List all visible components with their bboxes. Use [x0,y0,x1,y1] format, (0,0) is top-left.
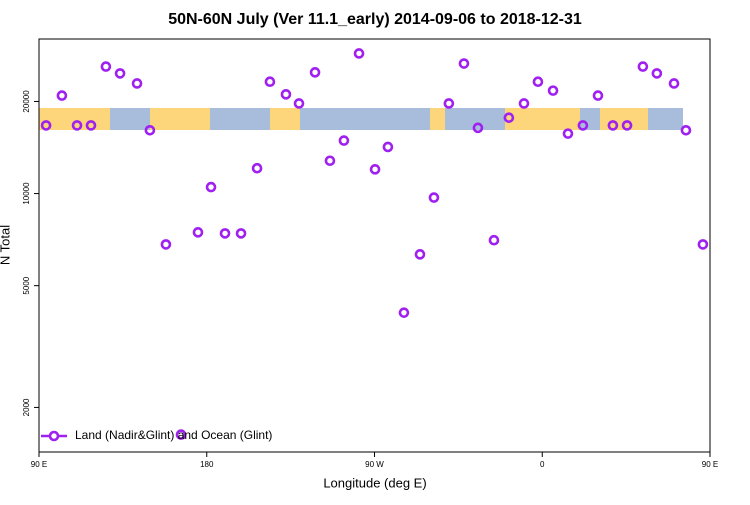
point [71,120,83,131]
point [651,68,663,79]
y-tick-label: 20000 [22,90,31,113]
point [680,124,692,136]
x-tick-label: 90 E [702,460,718,469]
point [56,90,68,101]
point [382,141,394,153]
point [219,228,231,239]
point [428,192,440,203]
ocean-band [648,108,683,130]
x-axis-label: Longitude (deg E) [323,475,426,490]
point [40,120,52,131]
ocean-band [445,108,505,130]
chart-title: 50N-60N July (Ver 11.1_early) 2014-09-06… [168,11,582,28]
point [398,307,410,318]
point [577,120,589,131]
point [488,234,500,246]
point [100,61,112,72]
legend-marker [48,430,60,442]
point [85,120,97,131]
point [160,239,172,250]
point [562,128,574,139]
point [607,120,619,131]
point [592,90,604,101]
point [547,85,559,96]
point [518,98,530,109]
point [621,120,633,131]
ocean-band [580,108,600,130]
ocean-band [300,108,430,130]
point [532,76,544,88]
y-axis-label: N Total [0,225,12,265]
y-tick-label: 2000 [22,398,31,416]
point [503,112,515,123]
point [114,68,126,79]
point [264,76,276,88]
ocean-band [110,108,150,130]
point [235,228,247,239]
point [192,227,204,238]
point [175,429,187,440]
point [414,249,426,260]
point [472,122,484,134]
point [668,78,680,89]
point [458,58,470,69]
point [637,61,649,72]
point [338,135,350,146]
ocean-band [210,108,270,130]
point [443,98,455,109]
x-tick-label: 0 [540,460,545,469]
point [144,124,156,136]
map-band [39,108,683,130]
point [309,67,321,78]
x-tick-label: 180 [200,460,214,469]
x-tick-label: 90 W [365,460,384,469]
point [369,164,381,175]
point [205,181,217,193]
y-tick-label: 10000 [22,182,31,205]
legend-label: Land (Nadir&Glint) and Ocean (Glint) [75,428,272,442]
point [251,162,263,174]
point [697,239,709,250]
point [353,48,365,59]
point [324,155,336,167]
point [131,78,143,89]
point [293,98,305,109]
x-tick-label: 90 E [31,460,47,469]
point [280,89,292,100]
y-tick-label: 5000 [22,276,31,294]
